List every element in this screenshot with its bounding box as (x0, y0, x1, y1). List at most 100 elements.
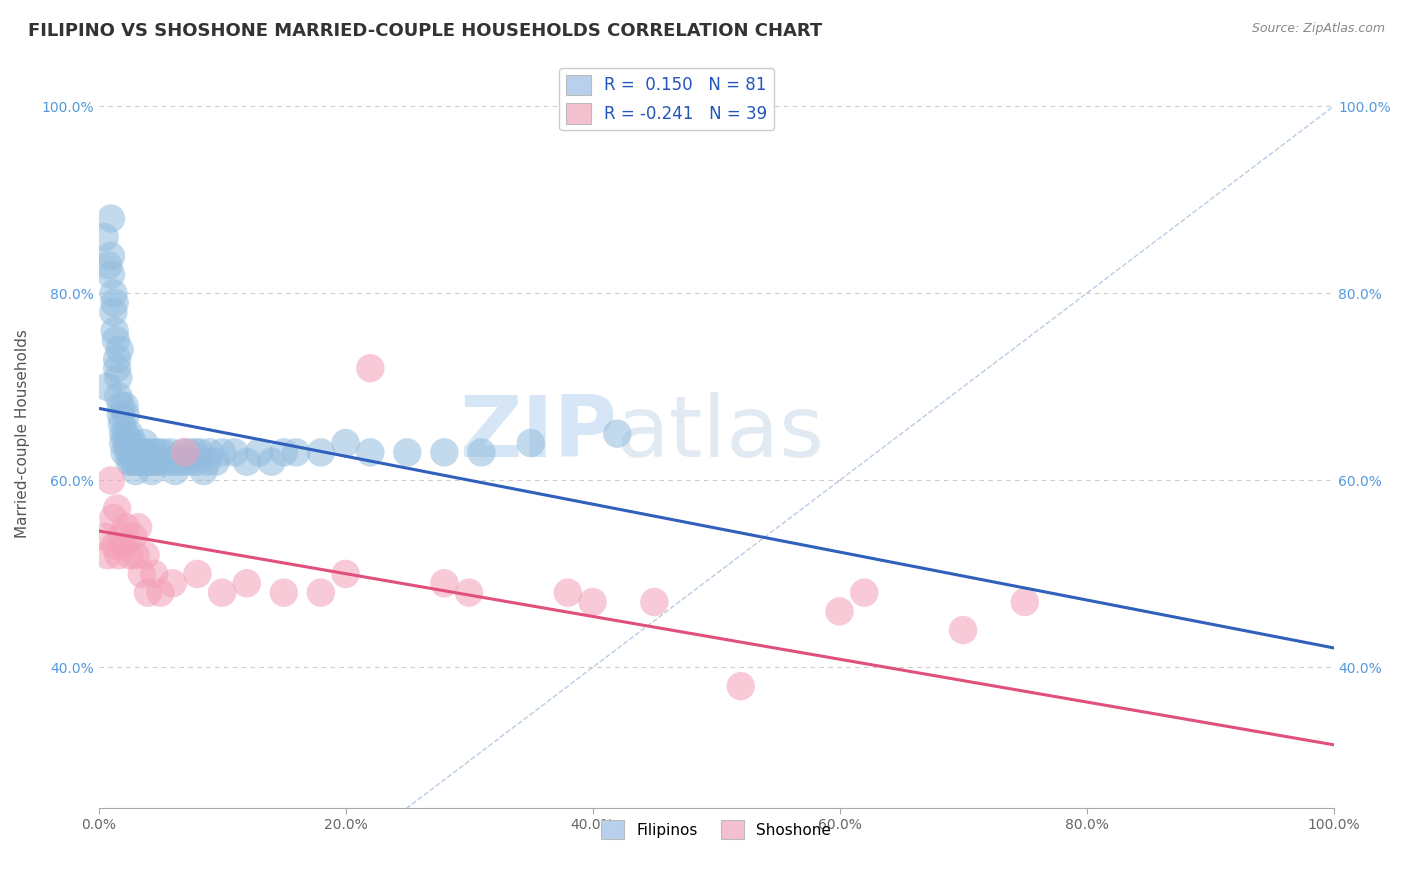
Point (100, 268, 122, 282)
Point (96, 380, 118, 394)
Point (135, 548, 157, 562)
Point (104, 324, 127, 338)
Point (162, 576, 184, 591)
Point (100, 211, 122, 226)
Text: ZIP: ZIP (460, 392, 617, 475)
Point (112, 436, 135, 450)
Point (103, 511, 125, 525)
Point (112, 539, 135, 553)
Point (105, 351, 128, 366)
Text: atlas: atlas (617, 392, 825, 475)
Point (273, 585, 295, 599)
Point (114, 520, 136, 534)
Point (110, 530, 132, 544)
Point (149, 455, 172, 469)
Point (433, 576, 456, 591)
Point (104, 295, 127, 310)
Point (396, 445, 419, 459)
Point (100, 249, 122, 263)
Point (186, 566, 208, 581)
Point (730, 679, 752, 693)
Point (104, 539, 127, 553)
Point (94, 230, 117, 244)
Point (114, 408, 136, 422)
Point (107, 548, 129, 562)
Point (108, 343, 131, 357)
Point (195, 455, 218, 469)
Point (359, 445, 381, 459)
Point (224, 445, 246, 459)
Point (114, 399, 136, 413)
Point (335, 436, 357, 450)
Point (122, 530, 145, 544)
Point (273, 445, 295, 459)
Point (184, 445, 207, 459)
Point (359, 361, 381, 376)
Point (115, 436, 138, 450)
Point (107, 370, 129, 384)
Point (236, 455, 259, 469)
Point (198, 445, 221, 459)
Point (165, 464, 187, 478)
Point (118, 426, 141, 441)
Point (285, 445, 308, 459)
Point (118, 548, 141, 562)
Point (127, 520, 149, 534)
Point (107, 389, 129, 403)
Point (100, 474, 122, 488)
Point (124, 548, 146, 562)
Point (125, 445, 148, 459)
Point (103, 305, 125, 319)
Text: FILIPINO VS SHOSHONE MARRIED-COUPLE HOUSEHOLDS CORRELATION CHART: FILIPINO VS SHOSHONE MARRIED-COUPLE HOUS… (28, 22, 823, 40)
Text: Source: ZipAtlas.com: Source: ZipAtlas.com (1251, 22, 1385, 36)
Point (143, 445, 166, 459)
Point (122, 436, 145, 450)
Point (828, 604, 851, 618)
Point (141, 464, 163, 478)
Point (162, 455, 184, 469)
Point (236, 576, 259, 591)
Point (121, 455, 143, 469)
Point (94, 530, 117, 544)
Legend: Filipinos, Shoshone: Filipinos, Shoshone (595, 814, 837, 845)
Point (180, 455, 202, 469)
Point (96, 548, 118, 562)
Point (120, 445, 142, 459)
Point (205, 455, 228, 469)
Point (458, 585, 481, 599)
Point (211, 445, 233, 459)
Point (470, 445, 492, 459)
Point (124, 455, 146, 469)
Point (114, 445, 136, 459)
Point (643, 595, 665, 609)
Point (97, 258, 120, 272)
Point (110, 399, 132, 413)
Point (111, 417, 134, 432)
Point (309, 445, 332, 459)
Point (112, 426, 135, 441)
Point (186, 455, 208, 469)
Point (159, 445, 181, 459)
Point (211, 585, 233, 599)
Point (193, 464, 215, 478)
Point (335, 566, 357, 581)
Point (136, 445, 159, 459)
Point (110, 408, 132, 422)
Point (132, 445, 155, 459)
Point (105, 501, 128, 516)
Point (177, 445, 200, 459)
Point (1014, 595, 1036, 609)
Point (146, 445, 169, 459)
Point (188, 445, 211, 459)
Point (142, 455, 165, 469)
Point (131, 566, 153, 581)
Point (152, 445, 174, 459)
Point (174, 445, 197, 459)
Point (520, 436, 543, 450)
Point (117, 445, 139, 459)
Y-axis label: Married-couple Households: Married-couple Households (15, 329, 30, 538)
Point (138, 455, 160, 469)
Point (135, 455, 157, 469)
Point (127, 455, 149, 469)
Point (145, 455, 167, 469)
